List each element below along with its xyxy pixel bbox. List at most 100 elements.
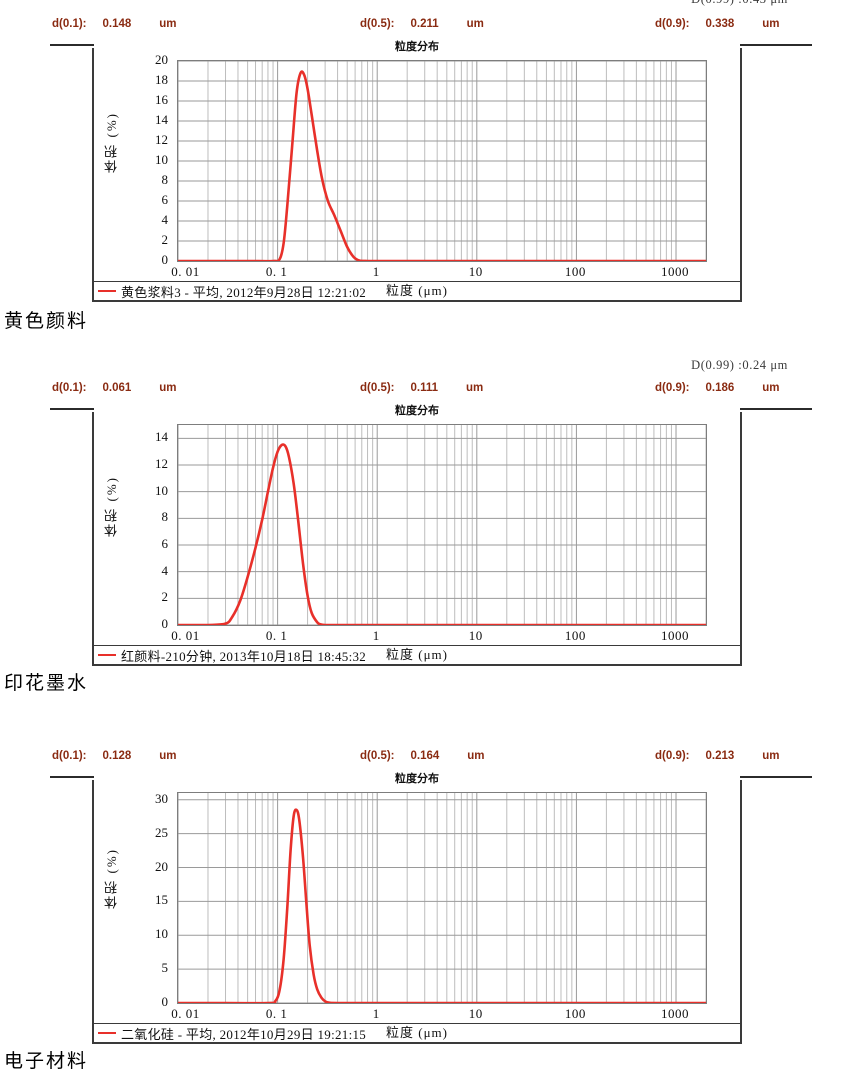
stats-row: d(0.1): 0.148 um d(0.5): 0.211 um d(0.9): 0.3… (0, 18, 860, 44)
stat-d10: d(0.1): 0.148 um (52, 18, 177, 30)
stat-d90-unit: um (762, 750, 780, 762)
report-caption: 黄色颜料 (4, 311, 89, 332)
chart-svg (178, 793, 706, 1003)
y-axis-tick-label: 16 (155, 92, 168, 107)
x-axis-tick-label: 0. 1 (265, 628, 288, 643)
x-axis-tick-label: 1000 (661, 264, 690, 279)
chart-title: 粒度分布 (94, 41, 740, 53)
y-axis-tick-label: 10 (155, 926, 168, 942)
chart-frame: 粒度分布 体积 (%) 0 2 4 6 8 10 12 14 0. 01 0. 1 1 10 100 1… (92, 405, 742, 666)
stat-d50: d(0.5): 0.164 um (360, 750, 485, 762)
legend-bar: 黄色浆料3 - 平均, 2012年9月28日 12:21:02 (94, 281, 740, 300)
legend-label: 红颜料-210分钟, 2013年10月18日 18:45:32 (121, 648, 367, 664)
x-axis-tick-label: 0. 1 (265, 264, 288, 279)
y-axis-tick-label: 5 (161, 960, 169, 976)
stat-d90-value: 0.213 (705, 750, 735, 762)
stats-row: d(0.1): 0.128 um d(0.5): 0.164 um d(0.9): 0.2… (0, 750, 860, 776)
legend-bar: 红颜料-210分钟, 2013年10月18日 18:45:32 (94, 645, 740, 664)
chart-title: 粒度分布 (94, 405, 740, 417)
stat-d90-value: 0.186 (705, 382, 735, 394)
stat-d90: d(0.9): 0.213 um (655, 750, 780, 762)
x-axis-tick-label: 1000 (661, 628, 690, 643)
stat-d50-value: 0.211 (410, 18, 439, 30)
legend-bar: 二氧化硅 - 平均, 2012年10月29日 19:21:15 (94, 1023, 740, 1042)
legend-label: 黄色浆料3 - 平均, 2012年9月28日 12:21:02 (121, 284, 367, 300)
x-axis-ticks: 0. 01 0. 1 1 10 100 1000 (171, 628, 707, 644)
plot-area (177, 60, 707, 262)
stat-d90-value: 0.338 (705, 18, 735, 30)
series-curve (178, 808, 706, 1003)
x-axis-tick-label: 10 (468, 264, 483, 279)
x-axis-tick-label: 1 (372, 1006, 380, 1021)
stat-d50: d(0.5): 0.111 um (360, 382, 483, 394)
y-axis-tick-label: 10 (155, 482, 168, 498)
y-axis-tick-label: 0 (161, 616, 169, 631)
y-axis-tick-label: 8 (161, 509, 169, 525)
x-axis-tick-label: 10 (468, 1006, 483, 1021)
legend-label: 二氧化硅 - 平均, 2012年10月29日 19:21:15 (121, 1026, 367, 1042)
stat-d10: d(0.1): 0.061 um (52, 382, 177, 394)
stat-d50-unit: um (466, 18, 484, 30)
legend-line-swatch (98, 654, 116, 656)
chart-svg (178, 425, 706, 625)
y-axis-tick-label: 0 (161, 252, 169, 267)
y-axis-tick-label: 10 (155, 152, 168, 167)
stat-d90: d(0.9): 0.338 um (655, 18, 780, 30)
x-axis-tick-label: 1 (372, 264, 380, 279)
y-axis-tick-label: 14 (155, 429, 168, 445)
stat-d90-key: d(0.9): (655, 750, 690, 762)
stat-d10-value: 0.128 (102, 750, 132, 762)
y-axis-tick-label: 6 (161, 192, 169, 207)
stat-d50-unit: um (467, 750, 485, 762)
stat-d90: d(0.9): 0.186 um (655, 382, 780, 394)
stat-d10-unit: um (159, 18, 177, 30)
plot-area (177, 424, 707, 626)
y-axis-tick-label: 2 (161, 589, 169, 605)
d99-value: D(0.99) :0.24 μm (691, 358, 788, 372)
stat-d90-unit: um (762, 18, 780, 30)
y-axis-tick-label: 15 (155, 892, 168, 908)
y-axis-tick-label: 4 (161, 562, 169, 578)
plot-area (177, 792, 707, 1004)
chart-title: 粒度分布 (94, 773, 740, 785)
series-curve (178, 443, 706, 625)
x-axis-tick-label: 1000 (661, 1006, 690, 1021)
y-axis-tick-label: 2 (161, 232, 169, 247)
y-axis-title: 体积 (%) (104, 112, 119, 173)
stat-d10-key: d(0.1): (52, 750, 87, 762)
stat-d50-value: 0.111 (410, 382, 439, 394)
chart-frame: 粒度分布 体积 (%) 0 5 10 15 20 25 30 0. 01 0. 1 1 10 100… (92, 773, 742, 1044)
y-axis-tick-label: 8 (161, 172, 169, 187)
y-axis-tick-label: 12 (155, 132, 168, 147)
x-axis-tick-label: 0. 1 (265, 1006, 288, 1021)
series-curve (178, 70, 706, 261)
stats-row: d(0.1): 0.061 um d(0.5): 0.111 um d(0.9): 0.1… (0, 382, 860, 408)
stat-d90-key: d(0.9): (655, 382, 690, 394)
x-axis-title: 粒度 (μm) (386, 283, 448, 298)
y-axis-title: 体积 (%) (104, 476, 119, 537)
stat-d10-key: d(0.1): (52, 18, 87, 30)
y-axis-tick-label: 6 (161, 536, 169, 551)
x-axis-ticks: 0. 01 0. 1 1 10 100 1000 (171, 264, 707, 280)
y-axis-tick-label: 12 (155, 456, 168, 471)
y-axis-tick-label: 4 (161, 212, 169, 227)
x-axis-tick-label: 100 (564, 628, 586, 643)
y-axis-tick-label: 30 (155, 790, 168, 806)
y-axis-tick-label: 18 (155, 72, 168, 87)
stat-d10-value: 0.148 (102, 18, 132, 30)
stat-d90-unit: um (762, 382, 780, 394)
y-axis-title: 体积 (%) (104, 848, 119, 909)
y-axis-tick-label: 20 (155, 52, 168, 67)
chart-frame: 粒度分布 体积 (%) 0 2 4 6 8 10 12 14 16 18 20 0. 01 0. 1 1… (92, 41, 742, 302)
x-axis-title: 粒度 (μm) (386, 647, 448, 662)
stat-d50-key: d(0.5): (360, 18, 395, 30)
y-axis-ticks: 0 5 10 15 20 25 30 (134, 790, 169, 1009)
x-axis-tick-label: 100 (564, 264, 586, 279)
y-axis-tick-label: 0 (161, 994, 169, 1009)
x-axis-tick-label: 10 (468, 628, 483, 643)
stat-d90-key: d(0.9): (655, 18, 690, 30)
report-caption: 印花墨水 (4, 673, 89, 694)
x-axis-tick-label: 0. 01 (171, 264, 200, 279)
stat-d10-unit: um (159, 382, 177, 394)
x-axis-tick-label: 100 (564, 1006, 586, 1021)
